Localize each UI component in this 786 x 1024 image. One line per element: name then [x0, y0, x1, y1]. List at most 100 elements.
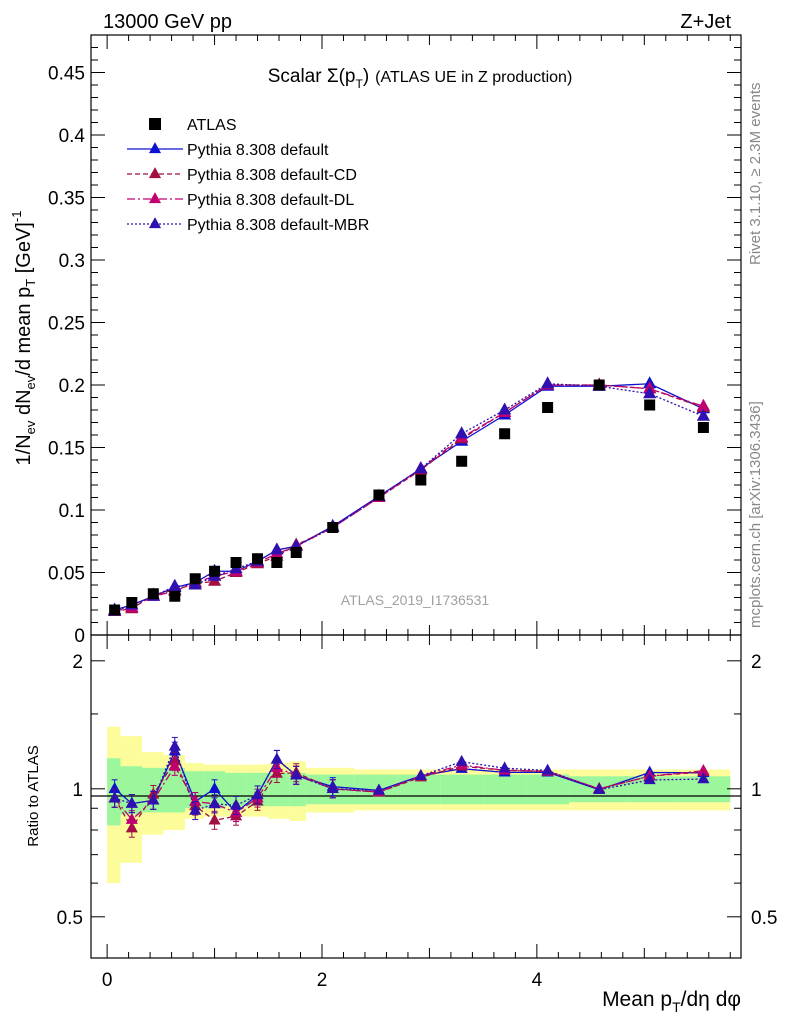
- legend-label-atlas: ATLAS: [187, 117, 237, 134]
- series-marker-3: [696, 408, 710, 421]
- main-data-layer: [108, 376, 710, 616]
- legend-label-2: Pythia 8.308 default-DL: [187, 192, 354, 209]
- x-tick-label: 2: [317, 970, 328, 991]
- y-axis-label: 1/Nev dNev/d mean pT [GeV]-1: [9, 211, 38, 466]
- series-marker-3: [541, 376, 555, 389]
- main-y-axis: 0 0.05 0.1 0.15 0.2 0.25 0.3 0.35 0.4 0.45: [48, 47, 741, 647]
- atlas-data-point: [373, 489, 385, 501]
- ratio-marker-3: [168, 739, 181, 751]
- series-line-3: [114, 383, 704, 612]
- atlas-data-point: [169, 590, 181, 602]
- atlas-data-point: [126, 597, 138, 608]
- legend-marker-atlas: [149, 118, 161, 130]
- ratio-marker-0: [208, 781, 221, 793]
- legend-marker-3: [148, 217, 162, 229]
- x-tick-label: 4: [532, 970, 543, 991]
- inner-band-bin: [225, 772, 247, 807]
- atlas-data-point: [109, 604, 121, 616]
- atlas-data-point: [252, 553, 264, 565]
- legend-marker-0: [148, 142, 162, 154]
- mcplots-label: mcplots.cern.ch [arXiv:1306.3436]: [747, 401, 764, 628]
- ratio-data-layer: [108, 736, 710, 838]
- atlas-data-point: [593, 379, 605, 391]
- ratio-y-tick-label: 0.5: [57, 908, 83, 929]
- ratio-marker-3: [125, 796, 138, 808]
- series-marker-3: [643, 386, 657, 399]
- rivet-label: Rivet 3.1.10, ≥ 2.3M events: [747, 83, 764, 266]
- ratio-marker-3: [593, 782, 606, 794]
- y-tick-label: 0: [74, 626, 85, 647]
- ratio-marker-1: [208, 813, 221, 825]
- inner-band-bin: [268, 772, 290, 807]
- atlas-data-point: [327, 522, 339, 533]
- series-marker-3: [498, 402, 512, 415]
- ratio-y-axis: 0.5 0.5 1 1 2 2: [57, 652, 778, 929]
- ratio-y-tick-label: 1: [72, 780, 83, 801]
- main-x-ticks: [106, 35, 731, 635]
- ratio-marker-3: [498, 761, 511, 773]
- atlas-data-point: [499, 428, 511, 440]
- legend: ATLAS Pythia 8.308 default Pythia 8.308 de…: [127, 117, 369, 234]
- ratio-y-tick-label: 2: [72, 652, 83, 673]
- inner-band-bin: [440, 774, 484, 805]
- energy-label: 13000 GeV pp: [103, 11, 232, 33]
- ratio-marker-2: [168, 759, 181, 771]
- y-tick-label: 0.4: [59, 126, 86, 147]
- inner-band-bin: [163, 767, 186, 813]
- atlas-data-point: [542, 402, 554, 413]
- ratio-marker-3: [189, 803, 202, 815]
- atlas-data-point: [644, 399, 656, 411]
- y-tick-label: 0.35: [48, 189, 85, 210]
- ratio-marker-3: [541, 763, 554, 775]
- analysis-watermark: ATLAS_2019_I1736531: [341, 592, 490, 608]
- ratio-marker-3: [147, 793, 160, 805]
- y-tick-label: 0.25: [48, 314, 85, 335]
- ratio-marker-3: [326, 781, 339, 793]
- inner-band-bin: [289, 772, 306, 807]
- inner-band-bin: [483, 774, 527, 805]
- atlas-data-point: [209, 565, 221, 577]
- ratio-marker-3: [229, 798, 243, 810]
- ratio-marker-3: [290, 768, 303, 780]
- series-marker-3: [270, 542, 284, 555]
- ratio-marker-3: [270, 752, 283, 764]
- atlas-data-point: [147, 588, 159, 600]
- plot-title: Scalar Σ(pT) (ATLAS UE in Z production): [268, 66, 573, 91]
- ratio-marker-3: [372, 783, 385, 795]
- series-marker-2: [696, 398, 710, 411]
- y-tick-label: 0.05: [48, 564, 85, 585]
- ratio-marker-2: [125, 812, 138, 824]
- ratio-y-tick-label-right: 0.5: [751, 908, 777, 929]
- ratio-marker-3: [414, 769, 427, 781]
- atlas-data-point: [456, 455, 468, 467]
- ratio-frame: [90, 634, 742, 959]
- main-panel: 0 0.05 0.1 0.15 0.2 0.25 0.3 0.35 0.4 0.45 Scalar…: [9, 34, 742, 647]
- ratio-y-tick-label-right: 1: [751, 780, 762, 801]
- ratio-marker-3: [251, 788, 264, 800]
- atlas-data-point: [290, 547, 302, 558]
- ratio-marker-3: [208, 797, 221, 809]
- series-line-0: [114, 383, 704, 611]
- y-tick-label: 0.15: [48, 439, 85, 460]
- ratio-panel: 0.5 0.5 1 1 2 2 0 2 4 Ratio to ATLAS Mean pT/dη…: [25, 634, 778, 1015]
- atlas-data-point: [697, 422, 709, 433]
- atlas-data-point: [230, 557, 242, 568]
- legend-label-0: Pythia 8.308 default: [187, 142, 329, 159]
- ratio-marker-3: [455, 754, 468, 766]
- series-marker-3: [455, 426, 469, 439]
- x-axis-label: Mean pT/dη dφ: [602, 988, 741, 1015]
- legend-marker-2: [148, 192, 162, 204]
- ratio-marker-3: [108, 791, 121, 803]
- y-tick-label: 0.1: [59, 501, 85, 522]
- ratio-marker-2: [697, 763, 710, 775]
- ratio-y-axis-label: Ratio to ATLAS: [25, 745, 42, 846]
- ratio-x-axis: 0 2 4: [102, 635, 731, 991]
- series-marker-3: [168, 578, 182, 591]
- x-tick-label: 0: [102, 970, 113, 991]
- legend-label-1: Pythia 8.308 default-CD: [187, 167, 357, 184]
- inner-band-bin: [526, 774, 570, 805]
- ratio-y-tick-label-right: 2: [751, 652, 762, 673]
- y-tick-label: 0.45: [48, 64, 85, 85]
- y-tick-label: 0.3: [59, 251, 85, 272]
